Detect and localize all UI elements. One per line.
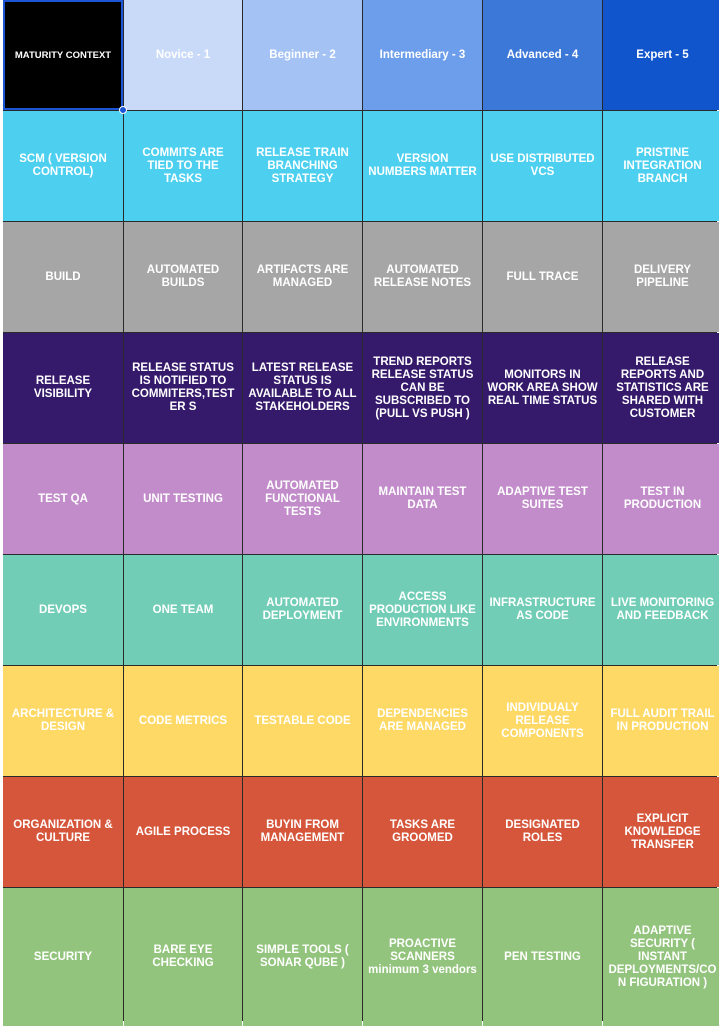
matrix-cell[interactable]: TEST IN PRODUCTION (603, 444, 719, 554)
matrix-cell[interactable]: SIMPLE TOOLS ( SONAR QUBE ) (243, 888, 362, 1026)
matrix-cell[interactable]: MONITORS IN WORK AREA SHOW REAL TIME STA… (483, 333, 602, 443)
matrix-cell[interactable]: LATEST RELEASE STATUS IS AVAILABLE TO AL… (243, 333, 362, 443)
matrix-cell[interactable]: COMMITS ARE TIED TO THE TASKS (124, 111, 242, 221)
matrix-cell[interactable]: EXPLICIT KNOWLEDGE TRANSFER (603, 777, 719, 887)
row-header-cell[interactable]: ORGANIZATION & CULTURE (3, 777, 123, 887)
matrix-cell[interactable]: PEN TESTING (483, 888, 602, 1026)
maturity-matrix-grid: MATURITY CONTEXT Novice - 1 Beginner - 2 In… (3, 0, 719, 1026)
column-header-level-2[interactable]: Beginner - 2 (243, 0, 362, 110)
matrix-cell[interactable]: RELEASE STATUS IS NOTIFIED TO COMMITERS,… (124, 333, 242, 443)
matrix-cell[interactable]: TREND REPORTS RELEASE STATUS CAN BE SUBS… (363, 333, 482, 443)
matrix-cell[interactable]: RELEASE TRAIN BRANCHING STRATEGY (243, 111, 362, 221)
matrix-cell[interactable]: LIVE MONITORING AND FEEDBACK (603, 555, 719, 665)
row-header-cell[interactable]: TEST QA (3, 444, 123, 554)
matrix-cell[interactable]: INFRASTRUCTURE AS CODE (483, 555, 602, 665)
column-header-level-4[interactable]: Advanced - 4 (483, 0, 602, 110)
matrix-cell[interactable]: AUTOMATED FUNCTIONAL TESTS (243, 444, 362, 554)
matrix-cell[interactable]: BARE EYE CHECKING (124, 888, 242, 1026)
matrix-cell[interactable]: AUTOMATED BUILDS (124, 222, 242, 332)
matrix-cell[interactable]: INDIVIDUALY RELEASE COMPONENTS (483, 666, 602, 776)
matrix-cell[interactable]: DEPENDENCIES ARE MANAGED (363, 666, 482, 776)
matrix-cell[interactable]: ONE TEAM (124, 555, 242, 665)
selection-fill-handle[interactable] (119, 106, 127, 114)
matrix-cell[interactable]: ADAPTIVE TEST SUITES (483, 444, 602, 554)
column-header-level-3[interactable]: Intermediary - 3 (363, 0, 482, 110)
matrix-cell[interactable]: ACCESS PRODUCTION LIKE ENVIRONMENTS (363, 555, 482, 665)
matrix-cell[interactable]: BUYIN FROM MANAGEMENT (243, 777, 362, 887)
matrix-cell[interactable]: DELIVERY PIPELINE (603, 222, 719, 332)
matrix-cell[interactable]: AUTOMATED DEPLOYMENT (243, 555, 362, 665)
row-header-cell[interactable]: SCM ( VERSION CONTROL) (3, 111, 123, 221)
matrix-cell[interactable]: USE DISTRIBUTED VCS (483, 111, 602, 221)
matrix-cell[interactable]: CODE METRICS (124, 666, 242, 776)
row-header-cell[interactable]: ARCHITECTURE & DESIGN (3, 666, 123, 776)
row-header-cell[interactable]: RELEASE VISIBILITY (3, 333, 123, 443)
row-header-cell[interactable]: SECURITY (3, 888, 123, 1026)
maturity-context-header-cell[interactable]: MATURITY CONTEXT (3, 0, 127, 114)
matrix-cell[interactable]: AUTOMATED RELEASE NOTES (363, 222, 482, 332)
matrix-cell[interactable]: MAINTAIN TEST DATA (363, 444, 482, 554)
matrix-cell[interactable]: FULL TRACE (483, 222, 602, 332)
matrix-cell[interactable]: AGILE PROCESS (124, 777, 242, 887)
column-header-level-5[interactable]: Expert - 5 (603, 0, 719, 110)
row-header-cell[interactable]: DEVOPS (3, 555, 123, 665)
matrix-cell[interactable]: ADAPTIVE SECURITY ( INSTANT DEPLOYMENTS/… (603, 888, 719, 1026)
matrix-cell[interactable]: PRISTINE INTEGRATION BRANCH (603, 111, 719, 221)
matrix-cell[interactable]: PROACTIVE SCANNERS minimum 3 vendors (363, 888, 482, 1026)
matrix-cell[interactable]: DESIGNATED ROLES (483, 777, 602, 887)
row-header-cell[interactable]: BUILD (3, 222, 123, 332)
matrix-cell[interactable]: VERSION NUMBERS MATTER (363, 111, 482, 221)
matrix-cell[interactable]: UNIT TESTING (124, 444, 242, 554)
matrix-cell[interactable]: FULL AUDIT TRAIL IN PRODUCTION (603, 666, 719, 776)
matrix-cell[interactable]: TESTABLE CODE (243, 666, 362, 776)
matrix-cell[interactable]: TASKS ARE GROOMED (363, 777, 482, 887)
matrix-cell[interactable]: RELEASE REPORTS AND STATISTICS ARE SHARE… (603, 333, 719, 443)
column-header-level-1[interactable]: Novice - 1 (124, 0, 242, 110)
matrix-cell[interactable]: ARTIFACTS ARE MANAGED (243, 222, 362, 332)
